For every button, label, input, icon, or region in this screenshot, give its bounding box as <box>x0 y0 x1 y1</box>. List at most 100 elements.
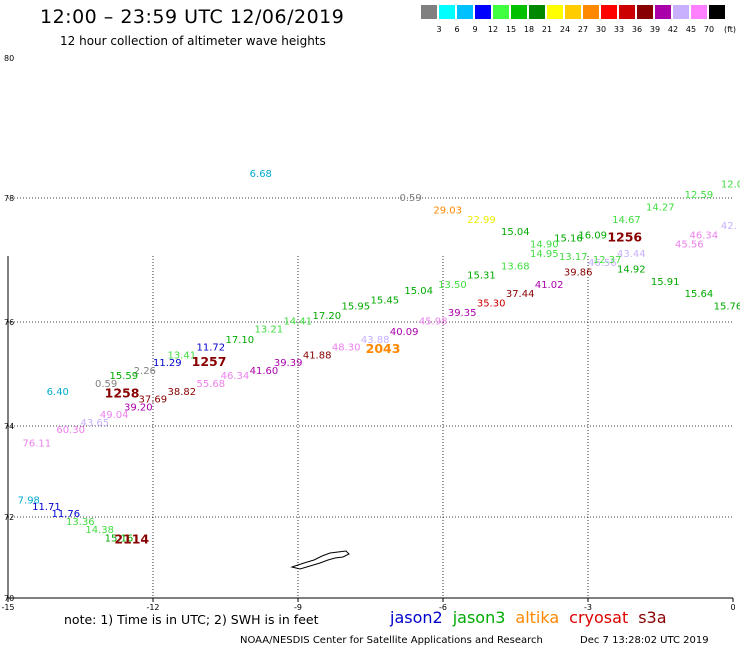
legend-swatch <box>601 5 617 19</box>
wave-height-label: 48.30 <box>332 343 361 354</box>
satellite-name-altika: altika <box>515 608 560 627</box>
lon-tick-label: -12 <box>146 603 159 612</box>
wave-height-label: 15.76 <box>714 302 740 313</box>
legend-label: 42 <box>667 25 679 34</box>
wave-height-label: 41.60 <box>250 366 279 377</box>
legend-swatch <box>421 5 437 19</box>
wave-height-label: 37.69 <box>139 395 168 406</box>
wave-height-label: 29.03 <box>433 206 462 217</box>
legend-swatch <box>475 5 491 19</box>
wave-height-label: 39.35 <box>448 308 477 319</box>
map-axes: 80 78 76 74 72 70-15 -12 -9 -6 -3 0 <box>1 54 735 612</box>
wave-height-label: 15.31 <box>467 271 496 282</box>
lat-tick-label: 70 <box>4 594 14 603</box>
legend-swatch <box>493 5 509 19</box>
wave-height-label: 13.68 <box>501 261 530 272</box>
lat-tick-label: 72 <box>4 513 14 522</box>
pass-number-label: 1256 <box>607 229 642 244</box>
wave-height-label: 38.82 <box>168 387 197 398</box>
wave-height-label: 14.95 <box>530 249 559 260</box>
lat-tick-label: 74 <box>4 422 14 431</box>
legend-swatch <box>511 5 527 19</box>
wave-height-label: 15.16 <box>554 233 583 244</box>
footer-note: note: 1) Time is in UTC; 2) SWH is in fe… <box>64 612 319 627</box>
wave-height-label: 15.59 <box>110 371 139 382</box>
wave-height-label: 35.30 <box>477 299 506 310</box>
wave-height-label: 14.41 <box>284 317 313 328</box>
legend-label: 45 <box>685 25 697 34</box>
wave-height-label: 15.04 <box>501 227 530 238</box>
satellite-name-cryosat: cryosat <box>569 608 629 627</box>
wave-height-label: 13.36 <box>66 517 95 528</box>
legend-label: 3 <box>436 25 442 34</box>
wave-height-label: 39.20 <box>124 402 153 413</box>
legend-label: 39 <box>649 25 661 34</box>
legend-swatch <box>457 5 473 19</box>
legend-label: 12 <box>487 25 499 34</box>
lon-tick-label: 0 <box>730 603 735 612</box>
wave-height-label: 15.95 <box>342 302 371 313</box>
wave-height-label: 0.59 <box>95 379 117 390</box>
legend-swatch <box>709 5 725 19</box>
pass-number-label: 2043 <box>366 341 401 356</box>
wave-height-label: 13.21 <box>255 324 284 335</box>
legend-swatch <box>673 5 689 19</box>
legend-swatch <box>637 5 653 19</box>
lon-tick-label: -6 <box>439 603 447 612</box>
wave-height-label: 45.98 <box>419 317 448 328</box>
pass-number-label: 1258 <box>105 385 140 400</box>
legend-swatch <box>655 5 671 19</box>
wave-height-label: 46.34 <box>690 230 719 241</box>
legend-label: 27 <box>577 25 589 34</box>
wave-height-label: 12.59 <box>685 190 714 201</box>
wave-height-label: 39.86 <box>564 268 593 279</box>
map-subtitle: 12 hour collection of altimeter wave hei… <box>60 34 326 48</box>
wave-height-label: 41.88 <box>303 350 332 361</box>
wave-height-label: 2.26 <box>134 366 156 377</box>
legend-label: 70 <box>703 25 715 34</box>
lon-tick-label: -15 <box>1 603 14 612</box>
wave-height-label: 14.67 <box>612 215 641 226</box>
wave-height-label: 43.44 <box>617 249 646 260</box>
legend-swatch <box>691 5 707 19</box>
wave-height-label: 13.17 <box>559 252 588 263</box>
satellite-legend: jason2 jason3 altika cryosat s3a <box>390 608 677 627</box>
wave-height-label: 45.56 <box>675 240 704 251</box>
credit-text: NOAA/NESDIS Center for Satellite Applica… <box>240 635 543 646</box>
wave-height-label: 76.11 <box>23 438 52 449</box>
wave-height-label: 14.90 <box>530 240 559 251</box>
wave-height-label: 41.02 <box>535 280 564 291</box>
wave-height-label: 22.99 <box>467 215 496 226</box>
lat-tick-label: 80 <box>4 54 14 63</box>
legend-swatch <box>547 5 563 19</box>
wave-height-label: 49.04 <box>100 410 129 421</box>
satellite-name-jason2: jason2 <box>390 608 443 627</box>
wave-height-label: 0.59 <box>400 193 422 204</box>
wave-height-label: 11.72 <box>197 343 226 354</box>
legend-label: 18 <box>523 25 535 34</box>
wave-height-label: 7.98 <box>18 495 40 506</box>
wave-height-label: 46.34 <box>221 371 250 382</box>
wave-height-label: 37.44 <box>506 289 535 300</box>
legend-swatch <box>529 5 545 19</box>
pass-id-labels: 1256 2043 1257 1258 2114 <box>105 229 643 546</box>
legend-label: 21 <box>541 25 553 34</box>
wave-height-label: 16.09 <box>578 230 607 241</box>
wave-height-label: 40.09 <box>390 327 419 338</box>
lat-tick-label: 76 <box>4 318 14 327</box>
legend-label: 24 <box>559 25 571 34</box>
wave-height-label: 42. <box>721 221 737 232</box>
satellite-name-s3a: s3a <box>638 608 667 627</box>
wave-height-label: 15.91 <box>651 277 680 288</box>
pass-number-label: 1257 <box>192 354 227 369</box>
wave-height-label: 11.76 <box>52 509 81 520</box>
wave-height-label: 6.68 <box>250 169 272 180</box>
wave-height-label: 6.40 <box>47 387 69 398</box>
satellite-name-jason3: jason3 <box>452 608 506 627</box>
wave-height-label: 15.04 <box>404 286 433 297</box>
lat-tick-label: 78 <box>4 194 14 203</box>
jan-mayen-island <box>290 550 350 570</box>
wave-height-label: 12.0 <box>721 180 740 191</box>
